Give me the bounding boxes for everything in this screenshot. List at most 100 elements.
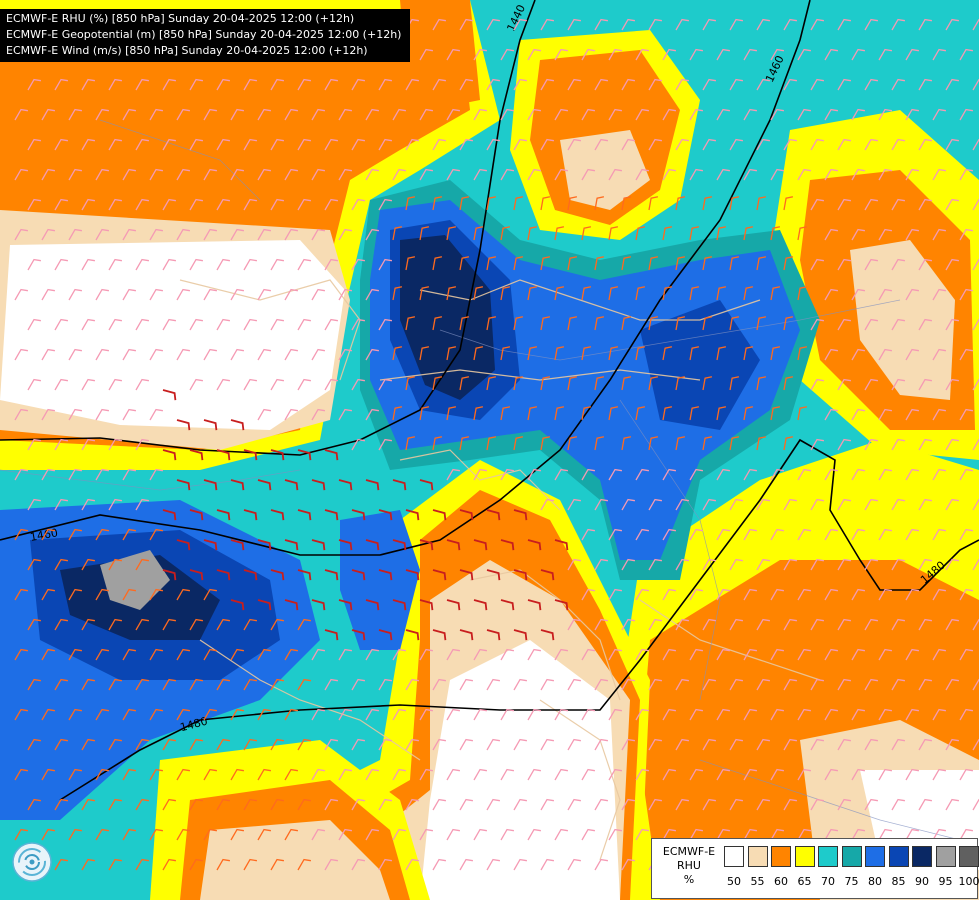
wind-barb xyxy=(432,138,447,151)
wind-barb xyxy=(527,828,542,841)
wind-barb xyxy=(365,599,380,611)
wind-barb xyxy=(662,108,677,121)
wind-barb xyxy=(567,618,582,631)
wind-barb xyxy=(837,198,852,211)
wind-barb xyxy=(203,479,218,491)
wind-barb xyxy=(608,528,623,541)
wind-barb xyxy=(351,78,366,91)
wind-barb xyxy=(851,228,866,241)
header-geopotential-line: ECMWF-E Geopotential (m) [850 hPa] Sunda… xyxy=(6,28,402,41)
wind-barb xyxy=(311,539,326,551)
wind-barb xyxy=(662,48,677,61)
wind-barb xyxy=(621,798,636,811)
wind-barb xyxy=(594,618,609,631)
wind-barb xyxy=(878,828,893,841)
wind-barb xyxy=(392,346,403,361)
wind-barb xyxy=(864,258,879,271)
wind-barb xyxy=(621,18,636,31)
wind-barb xyxy=(932,48,947,61)
wind-barb xyxy=(905,288,920,301)
wind-barb xyxy=(648,436,659,451)
wind-barb xyxy=(54,438,69,451)
wind-barb xyxy=(54,798,69,811)
wind-barb xyxy=(419,648,434,661)
wind-barb xyxy=(432,436,443,451)
wind-barb xyxy=(392,648,407,661)
wind-barb xyxy=(68,408,83,421)
wind-barb xyxy=(122,168,137,181)
wind-barb xyxy=(905,468,920,481)
wind-barb xyxy=(270,798,285,811)
wind-barb xyxy=(513,196,524,211)
wind-barb xyxy=(540,498,555,511)
wind-barb xyxy=(864,618,879,631)
wind-barb xyxy=(662,168,677,181)
wind-barb xyxy=(554,346,565,361)
wind-barb xyxy=(54,498,69,511)
wind-barb xyxy=(432,629,447,641)
wind-barb xyxy=(864,198,879,211)
wind-barb xyxy=(837,18,852,31)
wind-barb xyxy=(230,708,245,721)
wind-barb xyxy=(270,678,285,691)
wind-barb xyxy=(162,198,177,211)
wind-barb xyxy=(689,168,704,181)
wind-barb xyxy=(365,408,380,421)
wind-barb xyxy=(770,828,785,841)
wind-barb xyxy=(702,498,717,511)
wind-barb xyxy=(878,228,893,241)
wind-barb xyxy=(621,78,636,91)
wind-barb xyxy=(189,258,204,271)
wind-barb xyxy=(959,468,974,481)
wind-barb xyxy=(702,256,713,271)
wind-barb xyxy=(797,588,812,601)
wind-barb xyxy=(797,768,812,781)
wind-barb xyxy=(608,828,623,841)
wind-barb xyxy=(230,228,245,241)
wind-barb xyxy=(297,509,312,521)
wind-barb xyxy=(810,258,825,271)
wind-barb xyxy=(176,348,191,361)
wind-barb xyxy=(486,858,501,871)
wind-barb xyxy=(689,48,704,61)
wind-barb xyxy=(756,618,771,631)
wind-barb xyxy=(149,828,164,841)
wind-barb xyxy=(324,569,339,581)
wind-barb xyxy=(54,318,69,331)
wind-barb xyxy=(959,348,974,361)
wind-barb xyxy=(149,768,164,781)
header-wind-line: ECMWF-E Wind (m/s) [850 hPa] Sunday 20-0… xyxy=(6,44,368,57)
wind-barb xyxy=(284,768,299,781)
wind-barb xyxy=(351,258,366,271)
wind-barb xyxy=(378,738,393,751)
wind-barb xyxy=(419,406,430,421)
wind-barb xyxy=(608,708,623,721)
wind-barb xyxy=(959,108,974,121)
wind-barb xyxy=(608,108,623,121)
wind-barb xyxy=(851,288,866,301)
wind-barb xyxy=(608,588,623,601)
wind-barb xyxy=(905,228,920,241)
wind-barb xyxy=(338,288,353,301)
wind-barb xyxy=(837,618,852,631)
wind-barb xyxy=(513,678,528,691)
wind-barb xyxy=(581,648,596,661)
wind-barb xyxy=(729,256,740,271)
wind-barb xyxy=(500,406,511,421)
wind-barb xyxy=(27,138,42,151)
wind-barb xyxy=(743,828,758,841)
wind-barb xyxy=(743,468,758,481)
wind-barb xyxy=(743,48,758,61)
wind-barb xyxy=(837,258,852,271)
wind-barb xyxy=(716,828,731,841)
wind-barb xyxy=(405,256,416,271)
wind-barb xyxy=(702,436,713,451)
wind-barb xyxy=(338,228,353,241)
wind-barb xyxy=(14,648,29,661)
wind-barb xyxy=(554,108,569,121)
wind-barb xyxy=(419,108,434,121)
wind-barb xyxy=(473,226,484,241)
wind-barb xyxy=(945,198,960,211)
legend-tick-label: 60 xyxy=(774,875,788,888)
wind-barb xyxy=(95,108,110,121)
